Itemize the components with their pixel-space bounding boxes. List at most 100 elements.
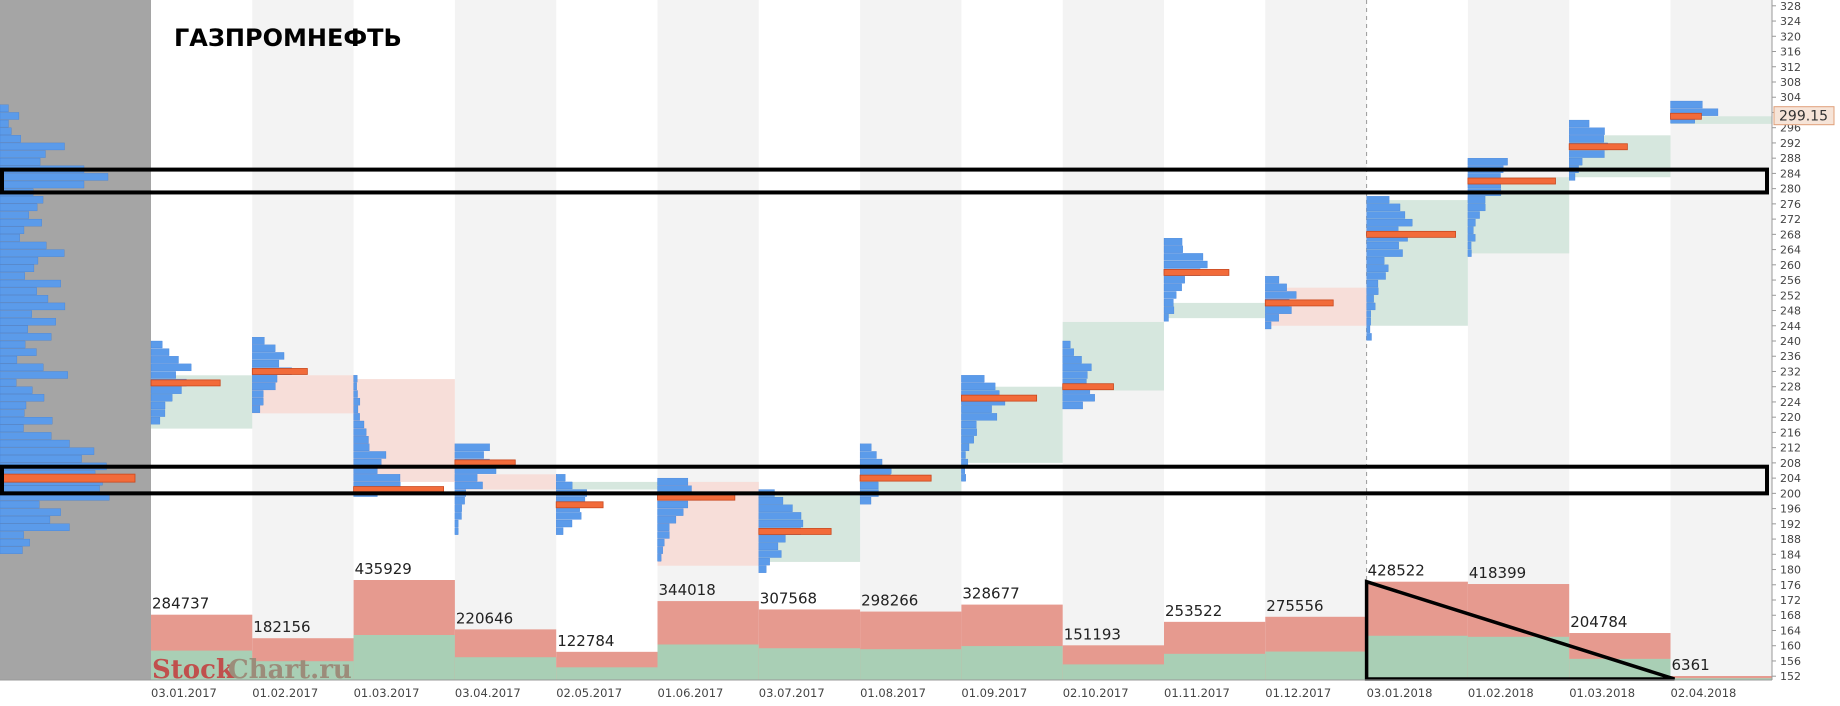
profile-bar — [1163, 306, 1175, 314]
left-profile-bar — [0, 272, 25, 280]
left-profile-bar — [0, 241, 47, 250]
x-date-label: 01.12.2017 — [1265, 686, 1331, 700]
volume-bar-lower — [758, 648, 861, 680]
volume-label: 220646 — [456, 609, 513, 627]
profile-bar — [961, 382, 996, 391]
profile-bar — [252, 397, 264, 406]
profile-bar — [1366, 241, 1399, 250]
left-profile-bar — [0, 348, 37, 356]
profile-bar — [1366, 264, 1389, 272]
profile-bar — [1366, 196, 1390, 204]
profile-bar — [454, 451, 484, 459]
left-profile-bar — [0, 325, 28, 333]
x-date-label: 02.10.2017 — [1063, 686, 1129, 700]
upper-zone — [0, 167, 1769, 195]
x-date-label: 01.08.2017 — [860, 686, 926, 700]
month-stripe — [657, 0, 759, 680]
profile-bar — [252, 405, 261, 413]
poc-bar — [961, 394, 1038, 402]
left-profile-bar — [0, 394, 45, 402]
y-tick-label: 176 — [1780, 579, 1801, 592]
x-date-label: 01.11.2017 — [1164, 686, 1230, 700]
profile-bar — [252, 382, 276, 391]
profile-bar — [353, 397, 361, 406]
y-tick-label: 200 — [1780, 487, 1801, 500]
volume-label: 275556 — [1266, 597, 1323, 615]
volume-label: 151193 — [1064, 625, 1121, 643]
left-profile-bar — [0, 340, 26, 349]
x-date-label: 03.01.2018 — [1367, 686, 1433, 700]
profile-bar — [353, 405, 359, 413]
watermark-stock: Stock — [152, 655, 235, 685]
profile-bar — [150, 371, 176, 379]
value-area-box — [1164, 302, 1266, 319]
profile-bar — [252, 337, 265, 345]
profile-bar — [556, 527, 564, 535]
volume-label: 328677 — [962, 585, 1019, 603]
poc-bar — [1467, 177, 1556, 185]
poc-bar — [758, 528, 832, 535]
y-tick-label: 160 — [1780, 640, 1801, 653]
volume-layer — [151, 579, 1772, 681]
volume-label: 204784 — [1570, 613, 1627, 631]
x-date-label: 01.06.2017 — [658, 686, 724, 700]
month-stripe — [252, 0, 354, 680]
y-tick-label: 172 — [1780, 594, 1801, 607]
left-profile-bar — [0, 439, 70, 448]
y-tick-label: 264 — [1780, 244, 1801, 257]
profile-bar — [1163, 291, 1177, 299]
left-profile-bar — [0, 287, 37, 295]
profile-bar — [1467, 226, 1474, 234]
poc-bar — [859, 474, 932, 482]
left-profile-bar — [0, 333, 52, 341]
volume-bar-lower — [1366, 635, 1468, 680]
profile-bar — [758, 557, 770, 566]
left-profile-bar — [0, 363, 44, 372]
volume-label: 435929 — [355, 560, 412, 578]
volume-label: 298266 — [861, 592, 918, 610]
y-tick-label: 292 — [1780, 137, 1801, 150]
profile-bar — [150, 394, 173, 402]
profile-bar — [758, 565, 767, 573]
profile-bar — [1467, 218, 1476, 227]
y-tick-label: 220 — [1780, 411, 1801, 424]
profile-bar — [1467, 203, 1486, 212]
volume-label: 182156 — [253, 618, 310, 636]
volume-label: 344018 — [659, 581, 716, 599]
profile-bar — [1467, 196, 1486, 204]
profile-bar — [454, 504, 462, 512]
profile-bar — [961, 405, 992, 413]
y-tick-label: 304 — [1780, 91, 1801, 104]
left-profile-bar — [0, 310, 32, 318]
profile-bar — [1265, 276, 1280, 284]
profile-bar — [150, 386, 182, 394]
profile-bar — [353, 443, 370, 452]
volume-label: 418399 — [1469, 564, 1526, 582]
left-profile-bar — [0, 279, 61, 288]
profile-bar — [1163, 245, 1183, 253]
left-profile-bar — [0, 500, 40, 509]
profile-bar — [353, 382, 357, 391]
poc-bar — [1264, 299, 1334, 307]
y-tick-label: 232 — [1780, 365, 1801, 378]
profile-bar — [657, 554, 662, 562]
profile-bar — [1366, 295, 1374, 303]
left-profile-bar — [0, 180, 85, 189]
profile-bar — [1569, 173, 1576, 181]
profile-bar — [454, 512, 462, 520]
profile-bar — [961, 420, 977, 429]
profile-bar — [758, 550, 782, 558]
chart-title: ГАЗПРОМНЕФТЬ — [174, 24, 402, 52]
y-tick-label: 260 — [1780, 259, 1801, 272]
left-profile-bar — [0, 142, 65, 151]
profile-bar — [758, 512, 802, 520]
profile-bar — [353, 451, 387, 459]
y-tick-label: 212 — [1780, 442, 1801, 455]
profile-bar — [556, 474, 566, 482]
profile-bar — [353, 420, 365, 429]
left-profile-bar — [0, 508, 61, 516]
y-tick-label: 180 — [1780, 564, 1801, 577]
y-tick-label: 192 — [1780, 518, 1801, 531]
profile-bar — [1366, 203, 1401, 212]
highlight-zone-layer — [0, 167, 1769, 496]
